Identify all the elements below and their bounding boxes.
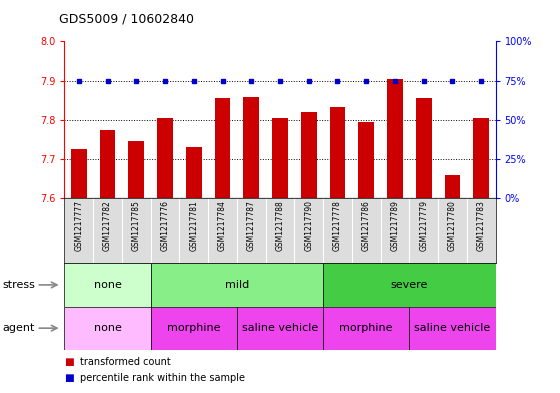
Text: percentile rank within the sample: percentile rank within the sample [80, 373, 245, 383]
Bar [128, 141, 144, 198]
Bar [100, 130, 115, 198]
Text: saline vehicle: saline vehicle [414, 323, 491, 333]
Bar [387, 79, 403, 198]
Text: GSM1217779: GSM1217779 [419, 200, 428, 252]
Bar [272, 118, 288, 198]
Bar [445, 175, 460, 198]
Text: GSM1217787: GSM1217787 [247, 200, 256, 251]
Bar [214, 98, 230, 198]
Text: GSM1217782: GSM1217782 [103, 200, 112, 251]
Bar [473, 118, 489, 198]
Text: saline vehicle: saline vehicle [242, 323, 318, 333]
Text: transformed count: transformed count [80, 358, 171, 367]
Bar [157, 118, 173, 198]
Bar [186, 147, 202, 198]
Bar [71, 149, 87, 198]
Text: mild: mild [225, 280, 249, 290]
Text: GSM1217778: GSM1217778 [333, 200, 342, 251]
Bar [151, 263, 323, 307]
Bar [301, 112, 316, 198]
Text: GSM1217783: GSM1217783 [477, 200, 486, 251]
Bar [237, 307, 323, 350]
Text: GSM1217777: GSM1217777 [74, 200, 83, 252]
Bar [244, 97, 259, 198]
Text: stress: stress [3, 280, 36, 290]
Bar [416, 98, 432, 198]
Bar [330, 107, 346, 198]
Text: ■: ■ [64, 358, 74, 367]
Text: GSM1217786: GSM1217786 [362, 200, 371, 251]
Text: agent: agent [3, 323, 35, 333]
Bar [151, 307, 237, 350]
Text: GSM1217790: GSM1217790 [304, 200, 313, 252]
Bar [358, 122, 374, 198]
Text: morphine: morphine [339, 323, 393, 333]
Bar [323, 263, 496, 307]
Text: GSM1217780: GSM1217780 [448, 200, 457, 251]
Text: none: none [94, 280, 122, 290]
Text: GSM1217788: GSM1217788 [276, 200, 284, 251]
Text: GSM1217776: GSM1217776 [161, 200, 170, 252]
Text: none: none [94, 323, 122, 333]
Text: GSM1217784: GSM1217784 [218, 200, 227, 251]
Text: GSM1217789: GSM1217789 [390, 200, 399, 251]
Text: GSM1217781: GSM1217781 [189, 200, 198, 251]
Text: ■: ■ [64, 373, 74, 383]
Text: GSM1217785: GSM1217785 [132, 200, 141, 251]
Text: severe: severe [391, 280, 428, 290]
Bar [323, 307, 409, 350]
Bar [64, 307, 151, 350]
Bar [64, 263, 151, 307]
Bar [409, 307, 496, 350]
Text: morphine: morphine [167, 323, 221, 333]
Text: GDS5009 / 10602840: GDS5009 / 10602840 [59, 13, 194, 26]
